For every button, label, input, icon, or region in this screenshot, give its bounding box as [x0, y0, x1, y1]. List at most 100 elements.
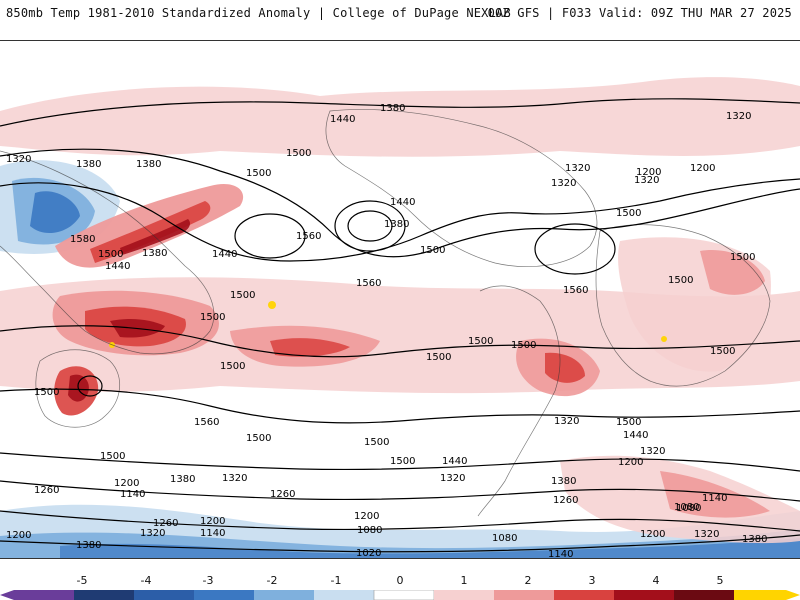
contour-label: 1320: [634, 175, 659, 186]
contour-label: 1320: [140, 528, 165, 539]
contour-label: 1500: [246, 433, 271, 444]
contour-label: 1260: [270, 489, 295, 500]
contour-label: 1080: [338, 557, 363, 558]
contour-mid-1: [0, 325, 800, 358]
contour-label: 1080: [357, 525, 382, 536]
contour-label: 1320: [222, 473, 247, 484]
contour-label: 1380: [551, 476, 576, 487]
coast-north-america: [325, 109, 598, 267]
colorbar-bin: [134, 590, 194, 600]
colorbar-tick-label: 0: [396, 574, 404, 587]
contour-label: 1500: [616, 417, 641, 428]
contour-label: 1560: [194, 417, 219, 428]
colorbar-tick-label: -2: [266, 574, 278, 587]
header: 850mb Temp 1981-2010 Standardized Anomal…: [0, 0, 800, 28]
contour-label: 1320: [694, 529, 719, 540]
shade-pos3-south-america: [545, 352, 585, 383]
colorbar-tick-label: 5: [716, 574, 724, 587]
contour-label: 1140: [200, 528, 225, 539]
contour-label: 1500: [511, 340, 536, 351]
contour-label: 1500: [420, 245, 445, 256]
contour-label: 1200: [618, 457, 643, 468]
colorbar-bin: [314, 590, 374, 600]
contour-south-2: [0, 480, 800, 502]
contour-label: 1380: [742, 534, 767, 545]
contour-label: 1440: [105, 261, 130, 272]
colorbar-tick-label: 2: [524, 574, 532, 587]
colorbar-bin: [14, 590, 74, 600]
contour-label: 1260: [153, 518, 178, 529]
contour-label: 1200: [114, 478, 139, 489]
contour-label: 1140: [120, 489, 145, 500]
contour-label: 1440: [623, 430, 648, 441]
colorbar-tick-label: -4: [140, 574, 152, 587]
contour-label: 1440: [330, 114, 355, 125]
contour-south-1: [0, 452, 800, 472]
contour-label: 1380: [380, 103, 405, 114]
contour-label: 1500: [668, 275, 693, 286]
contour-label: 1500: [468, 336, 493, 347]
colorbar-bin: [494, 590, 554, 600]
contour-asia-high: [234, 213, 306, 259]
anomaly-map-svg[interactable]: 1380 1440 1320 1320 1380 1380 1500 1500 …: [0, 41, 800, 558]
colorbar-bin: [674, 590, 734, 600]
colorbar: -5 -4 -3 -2 -1 0 1 2 3 4 5: [0, 568, 800, 600]
contour-label: 1500: [34, 387, 59, 398]
shade-neg3-southern: [60, 538, 800, 558]
colorbar-tick-label: 1: [460, 574, 468, 587]
shade-pos1-north-band: [0, 77, 800, 157]
contour-label: 1320: [554, 416, 579, 427]
contour-label: 1500: [98, 249, 123, 260]
contour-label-layer: 1380 1440 1320 1320 1380 1380 1500 1500 …: [6, 103, 767, 558]
shade-neg3-north-asia: [30, 191, 80, 234]
coastlines: [0, 109, 771, 517]
map-panel[interactable]: 1380 1440 1320 1320 1380 1380 1500 1500 …: [0, 40, 800, 559]
coast-africa: [595, 224, 771, 387]
contour-label: 1080: [674, 502, 699, 513]
shade-pos5-hotspot-3: [661, 336, 667, 342]
contour-label: 1260: [34, 485, 59, 496]
contour-label: 1380: [76, 159, 101, 170]
contour-label: 1320: [440, 473, 465, 484]
contour-north-2: [0, 148, 800, 258]
contour-label: 1500: [230, 290, 255, 301]
contour-label: 1260: [553, 495, 578, 506]
contour-label: 1200: [6, 530, 31, 541]
contour-pacific-low-1: [334, 200, 406, 252]
coast-eurasia: [0, 150, 215, 355]
contour-label: 1320: [726, 111, 751, 122]
contour-label: 1500: [710, 346, 735, 357]
contour-label: 1140: [702, 493, 727, 504]
contour-label: 1140: [304, 557, 329, 558]
contour-label: 1320: [640, 446, 665, 457]
contour-label: 1500: [426, 352, 451, 363]
contour-label: 1320: [551, 178, 576, 189]
contour-label: 1500: [200, 312, 225, 323]
contour-south-3: [0, 510, 800, 532]
contour-label: 1020: [356, 548, 381, 558]
contour-label: 1560: [563, 285, 588, 296]
colorbar-bin: [554, 590, 614, 600]
colorbar-left-arrow: [0, 590, 14, 600]
contour-label: 1200: [200, 516, 225, 527]
contour-label: 1500: [616, 208, 641, 219]
height-contours: [0, 98, 800, 553]
colorbar-bin: [734, 590, 786, 600]
map-title: 850mb Temp 1981-2010 Standardized Anomal…: [6, 6, 511, 20]
contour-label: 1500: [390, 456, 415, 467]
colorbar-bin: [614, 590, 674, 600]
contour-label: 1320: [565, 163, 590, 174]
colorbar-bin: [434, 590, 494, 600]
contour-label: 1380: [142, 248, 167, 259]
contour-label: 1320: [6, 154, 31, 165]
contour-label: 1380: [76, 540, 101, 551]
colorbar-bin: [254, 590, 314, 600]
contour-label: 1200: [636, 167, 661, 178]
colorbar-bin: [194, 590, 254, 600]
contour-label: 1440: [442, 456, 467, 467]
contour-label: 1380: [136, 159, 161, 170]
contour-label: 1580: [70, 234, 95, 245]
colorbar-tick-label: -1: [330, 574, 342, 587]
colorbar-tick-label: -3: [202, 574, 214, 587]
contour-label: 1200: [640, 529, 665, 540]
